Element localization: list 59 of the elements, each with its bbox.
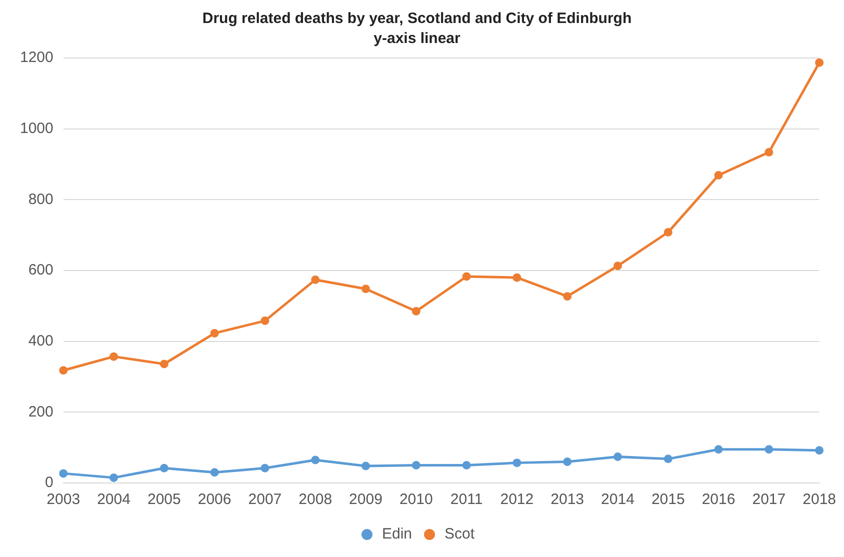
point xyxy=(613,452,622,462)
point xyxy=(160,360,168,368)
legend-label: Edin xyxy=(382,526,412,543)
x-tick-label: 2007 xyxy=(248,491,282,508)
x-tick-label: 2015 xyxy=(651,491,685,508)
point xyxy=(412,306,420,316)
point xyxy=(714,170,723,180)
point xyxy=(260,316,270,326)
y-tick-label: 0 xyxy=(45,474,54,492)
point xyxy=(512,458,522,468)
point xyxy=(714,445,723,454)
x-tick-label: 2012 xyxy=(500,491,534,508)
x-tick-label: 2014 xyxy=(601,491,634,508)
point xyxy=(664,228,672,236)
point xyxy=(160,464,168,472)
point xyxy=(815,446,824,455)
x-tick-label: 2013 xyxy=(550,491,584,508)
y-tick-label: 800 xyxy=(28,190,54,208)
x-tick-label: 2006 xyxy=(198,491,232,508)
point xyxy=(311,456,320,464)
y-tick-label: 400 xyxy=(28,332,54,350)
point xyxy=(412,461,420,470)
x-tick-label: 2005 xyxy=(147,491,181,508)
point xyxy=(764,445,774,454)
y-tick-label: 1200 xyxy=(20,49,54,66)
point xyxy=(260,464,270,472)
x-tick-label: 2004 xyxy=(97,491,130,508)
x-tick-label: 2018 xyxy=(802,491,836,508)
point xyxy=(664,454,672,464)
point xyxy=(764,148,774,156)
point xyxy=(462,272,471,281)
x-tick-label: 2003 xyxy=(46,491,80,508)
x-tick-label: 2009 xyxy=(349,491,382,508)
y-tick-label: 1000 xyxy=(20,120,54,137)
point xyxy=(462,461,471,470)
point xyxy=(311,275,320,284)
point xyxy=(210,328,219,338)
point xyxy=(512,273,522,282)
point xyxy=(563,292,572,301)
point xyxy=(362,462,370,470)
x-tick-label: 2016 xyxy=(702,491,736,508)
chart-subtitle: y-axis linear xyxy=(374,30,461,48)
point xyxy=(563,458,572,466)
point xyxy=(613,262,622,270)
point xyxy=(210,468,219,477)
legend-label: Scot xyxy=(444,526,476,543)
point xyxy=(110,473,118,482)
x-tick-label: 2010 xyxy=(399,491,433,508)
y-tick-label: 200 xyxy=(28,403,54,420)
x-tick-label: 2008 xyxy=(298,491,332,508)
y-tick-label: 600 xyxy=(28,262,54,279)
x-tick-label: 2017 xyxy=(752,491,786,508)
x-tick-label: 2011 xyxy=(450,491,483,508)
point xyxy=(362,284,370,294)
point xyxy=(110,352,118,361)
point xyxy=(59,469,68,478)
point xyxy=(815,58,824,67)
point xyxy=(59,366,68,375)
chart-title: Drug related deaths by year, Scotland and City of Edinburgh xyxy=(202,10,632,28)
